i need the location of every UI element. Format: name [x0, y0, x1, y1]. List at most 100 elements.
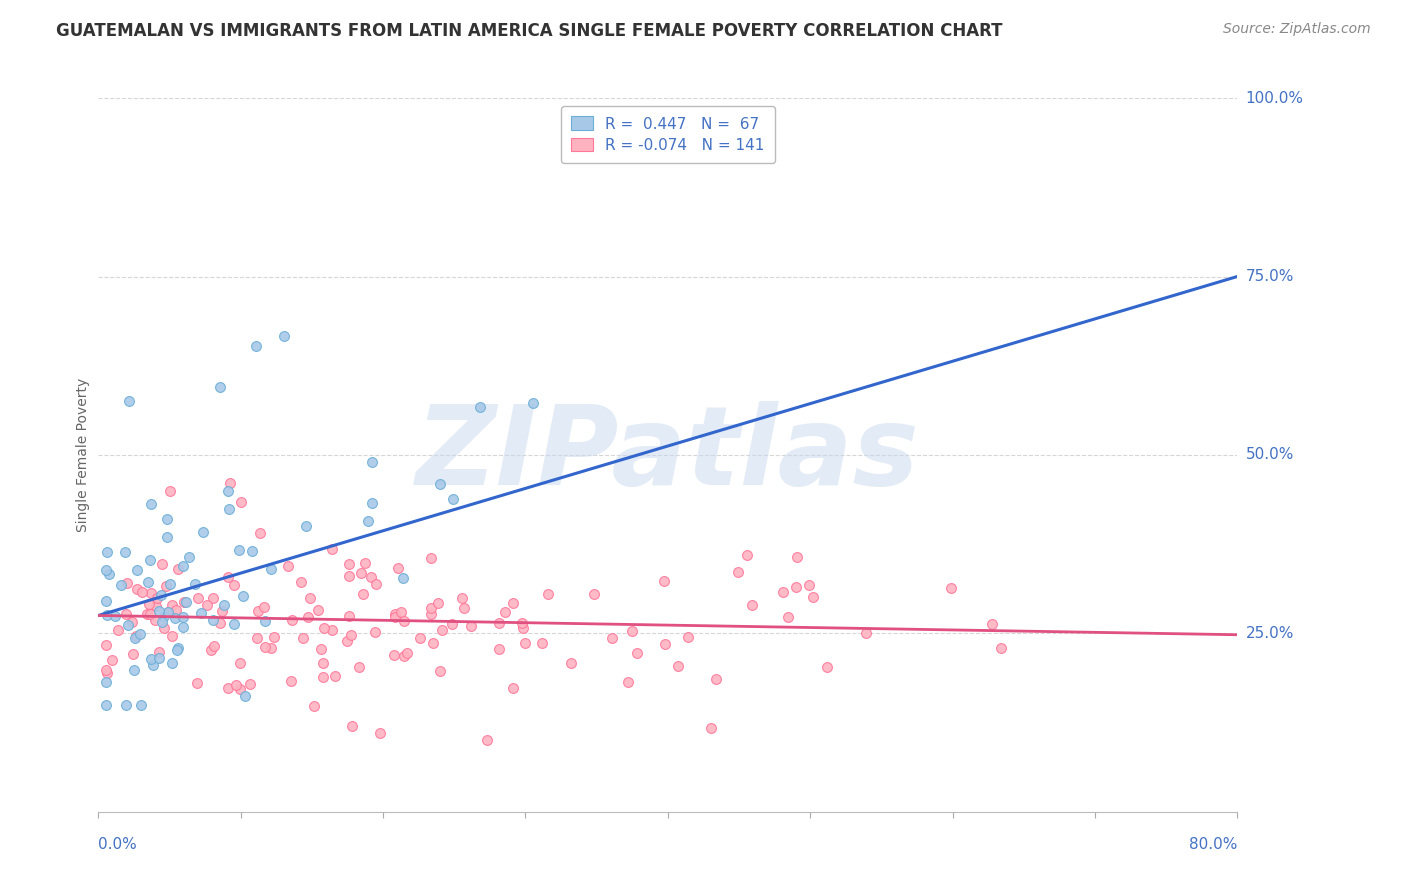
Point — [366, 577, 388, 591]
Text: 25.0%: 25.0% — [1246, 626, 1294, 640]
Point — [494, 606, 516, 620]
Point — [441, 491, 464, 506]
Point — [249, 526, 271, 541]
Point — [429, 664, 451, 678]
Point — [273, 329, 295, 343]
Point — [384, 607, 406, 621]
Point — [395, 646, 418, 660]
Point — [253, 640, 276, 655]
Point — [350, 566, 373, 581]
Point — [157, 605, 180, 619]
Point — [337, 557, 360, 571]
Point — [426, 596, 449, 610]
Point — [156, 530, 179, 544]
Text: Source: ZipAtlas.com: Source: ZipAtlas.com — [1223, 22, 1371, 37]
Point — [195, 598, 218, 612]
Point — [186, 676, 208, 690]
Point — [187, 591, 209, 606]
Point — [990, 641, 1012, 656]
Point — [160, 598, 183, 612]
Point — [420, 551, 443, 566]
Point — [150, 615, 173, 630]
Point — [148, 651, 170, 665]
Point — [231, 495, 253, 509]
Point — [156, 511, 179, 525]
Point — [801, 590, 824, 604]
Point — [360, 570, 382, 584]
Point — [167, 562, 190, 576]
Point — [177, 549, 200, 564]
Point — [104, 609, 127, 624]
Point — [118, 394, 141, 409]
Point — [138, 597, 160, 611]
Point — [939, 581, 962, 595]
Point — [217, 569, 239, 583]
Point — [96, 608, 118, 623]
Point — [201, 613, 224, 627]
Point — [209, 615, 232, 630]
Point — [94, 563, 117, 577]
Text: 0.0%: 0.0% — [98, 837, 138, 852]
Point — [621, 624, 644, 638]
Point — [263, 630, 285, 644]
Point — [98, 567, 121, 582]
Point — [159, 483, 181, 498]
Point — [475, 733, 498, 747]
Point — [153, 608, 176, 623]
Point — [347, 660, 370, 674]
Point — [162, 656, 184, 670]
Point — [700, 721, 723, 735]
Point — [229, 656, 252, 670]
Point — [228, 542, 250, 557]
Point — [311, 670, 333, 684]
Point — [451, 591, 474, 606]
Point — [294, 518, 316, 533]
Point — [772, 584, 794, 599]
Point — [139, 553, 162, 567]
Point — [165, 611, 187, 625]
Point — [307, 603, 329, 617]
Point — [302, 698, 325, 713]
Point — [510, 615, 533, 630]
Point — [352, 586, 374, 600]
Point — [136, 607, 159, 622]
Point — [741, 598, 763, 612]
Point — [280, 673, 302, 688]
Point — [392, 614, 415, 628]
Point — [430, 624, 453, 638]
Point — [232, 589, 254, 603]
Point — [387, 561, 409, 575]
Point — [370, 726, 392, 740]
Point — [513, 636, 536, 650]
Point — [150, 557, 173, 571]
Point — [292, 632, 315, 646]
Text: 50.0%: 50.0% — [1246, 448, 1294, 462]
Point — [94, 638, 117, 652]
Point — [100, 653, 122, 667]
Point — [786, 550, 808, 565]
Point — [200, 643, 222, 657]
Point — [389, 605, 412, 619]
Point — [440, 617, 463, 632]
Point — [124, 631, 146, 645]
Point — [290, 574, 312, 589]
Point — [139, 607, 162, 621]
Point — [145, 599, 167, 613]
Point — [360, 455, 382, 469]
Y-axis label: Single Female Poverty: Single Female Poverty — [76, 378, 90, 532]
Point — [122, 647, 145, 661]
Point — [512, 621, 534, 635]
Legend: R =  0.447   N =  67, R = -0.074   N = 141: R = 0.447 N = 67, R = -0.074 N = 141 — [561, 106, 775, 163]
Text: 80.0%: 80.0% — [1189, 837, 1237, 852]
Point — [727, 566, 749, 580]
Point — [600, 632, 623, 646]
Point — [131, 698, 153, 712]
Point — [172, 558, 194, 573]
Point — [225, 678, 247, 692]
Point — [115, 607, 138, 622]
Point — [114, 698, 136, 712]
Point — [115, 576, 138, 591]
Point — [165, 602, 187, 616]
Point — [337, 609, 360, 624]
Point — [321, 541, 343, 556]
